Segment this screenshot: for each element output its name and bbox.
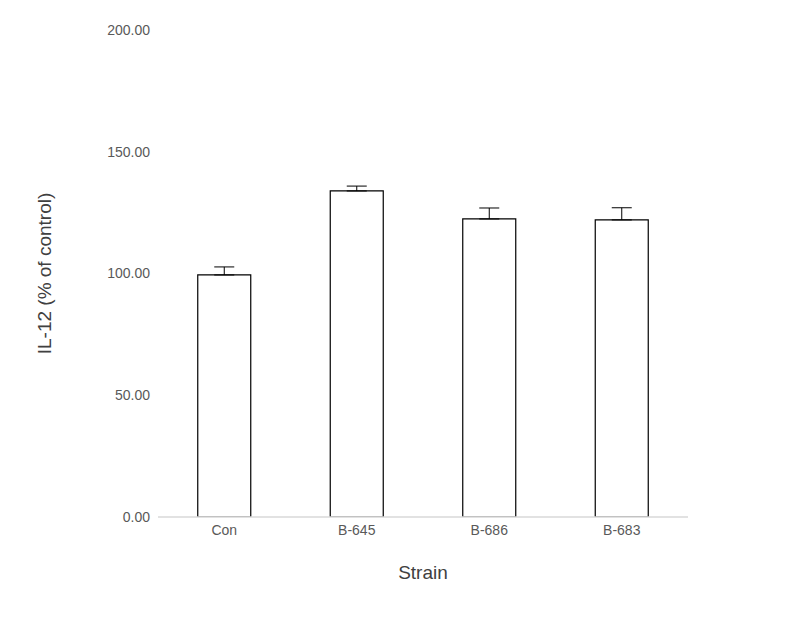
svg-text:150.00: 150.00 [107, 144, 150, 160]
svg-text:0.00: 0.00 [123, 509, 150, 525]
svg-text:100.00: 100.00 [107, 265, 150, 281]
svg-text:B-686: B-686 [471, 522, 509, 538]
svg-text:Con: Con [211, 522, 237, 538]
svg-text:Strain: Strain [398, 562, 448, 583]
svg-text:B-645: B-645 [338, 522, 376, 538]
svg-text:200.00: 200.00 [107, 22, 150, 38]
svg-text:50.00: 50.00 [115, 387, 150, 403]
svg-text:B-683: B-683 [603, 522, 641, 538]
svg-text:IL-12 (% of control): IL-12 (% of control) [34, 193, 55, 355]
